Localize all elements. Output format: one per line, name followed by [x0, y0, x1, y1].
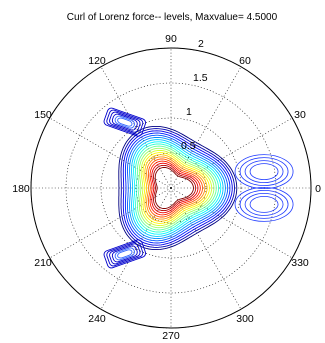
angle-tick-label: 300 — [236, 313, 254, 325]
contour-line — [109, 111, 141, 133]
contour-line — [239, 157, 289, 186]
contour-line — [109, 243, 141, 265]
angle-tick-label: 0 — [315, 183, 321, 195]
polar-outer-circle — [30, 47, 312, 329]
contour-line — [153, 164, 197, 212]
radial-grid-circle — [65, 82, 277, 294]
angle-spoke — [49, 187, 172, 259]
angle-tick-label: 60 — [239, 55, 251, 67]
angle-tick-label: 180 — [12, 183, 30, 195]
contour-lobe — [117, 117, 133, 127]
angle-tick-label: 210 — [34, 257, 52, 269]
radial-grid-circle — [135, 152, 207, 224]
angle-spoke — [100, 187, 172, 310]
contour-line — [138, 147, 215, 229]
contour-line — [103, 239, 147, 269]
contour-line — [249, 196, 279, 213]
contour-line — [103, 107, 147, 137]
contour-line — [117, 117, 133, 127]
contour-line — [151, 162, 199, 214]
contour-line — [244, 160, 284, 183]
radial-tick-label: 1.5 — [193, 72, 208, 84]
contour-line — [135, 143, 219, 233]
angle-tick-label: 120 — [88, 55, 106, 67]
contour-line — [122, 130, 233, 246]
radial-tick-label: 1 — [186, 106, 192, 118]
angle-spoke — [170, 187, 242, 310]
contour-line — [133, 141, 222, 235]
angle-spoke — [100, 66, 172, 189]
contour-line — [142, 152, 210, 224]
contour-lobe — [111, 113, 138, 131]
contour-line — [131, 139, 224, 237]
angle-tick-label: 330 — [291, 257, 309, 269]
contour-line — [120, 128, 235, 248]
contour-line — [234, 187, 294, 222]
contour-line — [147, 158, 203, 218]
contour-lobe — [114, 115, 135, 129]
angle-tick-label: 270 — [162, 330, 180, 342]
contour-line — [114, 247, 135, 261]
radial-grid-circle — [100, 117, 242, 259]
contour-lobe — [109, 111, 141, 133]
contour-lobe — [111, 245, 138, 263]
radial-tick-label: 2 — [198, 38, 204, 50]
angle-spoke — [170, 66, 242, 189]
contour-line — [127, 134, 229, 242]
angle-tick-label: 90 — [165, 33, 177, 45]
radial-tick-label: 0.5 — [181, 140, 196, 152]
contour-lobe — [109, 243, 141, 265]
contour-line — [154, 167, 194, 209]
contour-line — [111, 245, 138, 263]
contour-line — [117, 249, 133, 259]
contour-lobe — [114, 247, 135, 261]
contour-line — [124, 132, 231, 244]
contour-lobe — [103, 107, 147, 137]
angle-tick-label: 150 — [34, 109, 52, 121]
contour-line — [111, 113, 138, 131]
contour-lobe — [106, 241, 144, 267]
angle-tick-label: 240 — [88, 313, 106, 325]
contour-lobe — [103, 239, 147, 269]
contour-line — [146, 156, 206, 220]
contour-line — [137, 145, 217, 231]
angle-spoke — [170, 187, 293, 259]
angle-tick-label: 30 — [294, 109, 306, 121]
contour-line — [129, 136, 226, 240]
contour-line — [234, 154, 294, 189]
contour-line — [114, 115, 135, 129]
contour-line — [140, 149, 213, 227]
contour-lobe — [106, 109, 144, 135]
angle-spoke — [170, 117, 293, 189]
contour-line — [144, 154, 208, 222]
angle-spoke — [49, 117, 172, 189]
contour-line — [239, 190, 289, 219]
contour-line — [106, 109, 144, 135]
contour-line — [149, 160, 201, 216]
contour-line — [106, 241, 144, 267]
chart-title: Curl of Lorenz force-- levels, Maxvalue=… — [67, 12, 278, 23]
contour-line — [244, 193, 284, 216]
contour-lobe — [117, 249, 133, 259]
contour-line — [118, 125, 238, 251]
contour-lines — [103, 107, 294, 269]
contour-line — [249, 163, 279, 180]
